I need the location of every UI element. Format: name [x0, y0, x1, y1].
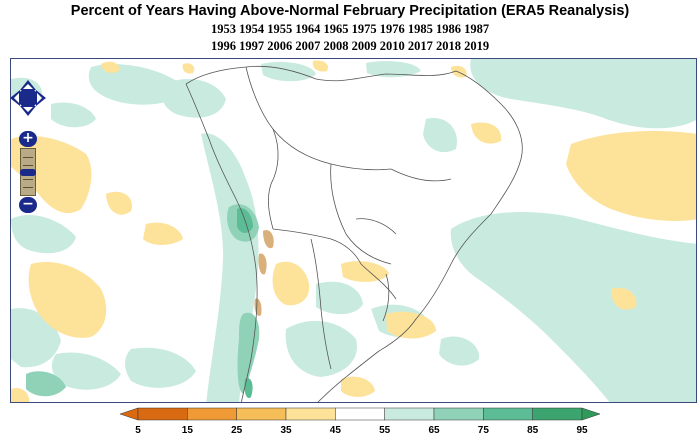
legend-swatch: [187, 407, 237, 421]
zoom-tick: [23, 179, 33, 180]
legend-low-arrow: [119, 407, 139, 421]
precipitation-map: [11, 59, 696, 402]
legend-tick-label: 15: [181, 425, 193, 436]
years-line-1: 1953 1954 1955 1964 1965 1975 1976 1985 …: [210, 22, 490, 36]
dry-areas: [254, 229, 274, 316]
legend-swatch: [137, 407, 188, 421]
zoom-tick: [23, 157, 33, 158]
legend-swatch: [335, 407, 385, 421]
chart-title: Percent of Years Having Above-Normal Feb…: [70, 3, 630, 19]
legend-colorbar: [119, 407, 601, 421]
pan-arrows-icon: [10, 80, 46, 116]
legend-tick-label: 45: [329, 425, 341, 436]
years-line-2: 1996 1997 2006 2007 2008 2009 2010 2017 …: [210, 39, 490, 53]
light-green-areas: [11, 59, 696, 402]
zoom-slider-handle[interactable]: [20, 169, 36, 176]
coastlines: [185, 65, 523, 402]
zoom-out-button[interactable]: −: [19, 197, 37, 213]
legend-tick-label: 55: [379, 425, 391, 436]
color-legend: 5 15 25 35 45 55 65 75 85 95: [118, 405, 602, 440]
legend-swatch: [532, 407, 583, 421]
legend-tick-label: 35: [280, 425, 292, 436]
legend-swatch: [483, 407, 533, 421]
legend-tick-label: 25: [231, 425, 243, 436]
legend-swatch: [285, 407, 336, 421]
legend-tick-label: 5: [135, 425, 141, 436]
zoom-control: + −: [19, 131, 37, 213]
zoom-tick: [23, 165, 33, 166]
map-panel[interactable]: [10, 58, 697, 403]
legend-tick-label: 65: [428, 425, 440, 436]
zoom-track[interactable]: [20, 148, 36, 196]
zoom-in-button[interactable]: +: [19, 131, 37, 147]
legend-tick-label: 95: [576, 425, 588, 436]
legend-tick-label: 85: [527, 425, 539, 436]
pan-control[interactable]: [10, 80, 46, 116]
zoom-tick: [23, 187, 33, 188]
legend-swatch: [384, 407, 435, 421]
legend-swatch: [236, 407, 287, 421]
legend-tick-label: 75: [477, 425, 489, 436]
yellow-areas: [11, 60, 696, 402]
legend-high-arrow: [581, 407, 601, 421]
legend-swatch: [433, 407, 484, 421]
